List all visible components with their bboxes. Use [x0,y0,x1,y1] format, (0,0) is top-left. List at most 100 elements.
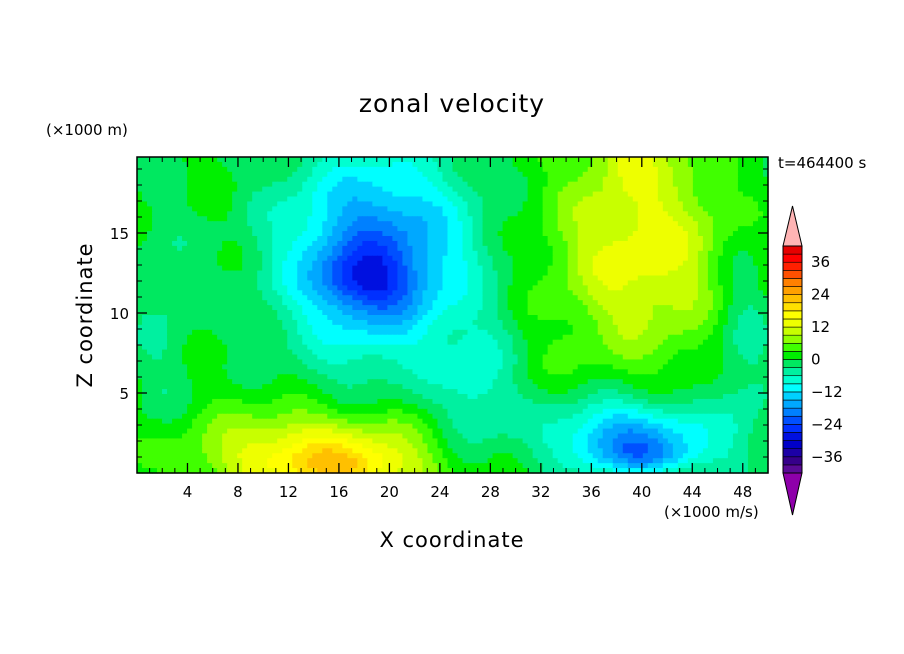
heatmap-cell [287,285,293,291]
heatmap-cell [532,334,539,341]
heatmap-cell [307,176,313,183]
heatmap-cell [437,186,444,193]
heatmap-cell [572,339,579,346]
heatmap-cell [532,339,539,346]
heatmap-cell [212,186,218,193]
heatmap-cell [422,315,429,321]
heatmap-cell [607,310,614,316]
heatmap-cell [152,300,158,306]
heatmap-cell [682,310,689,316]
heatmap-cell [697,236,704,242]
heatmap-cell [142,216,148,222]
heatmap-cell [482,305,489,311]
heatmap-cell [162,176,168,183]
heatmap-cell [157,265,163,272]
heatmap-cell [627,295,634,301]
heatmap-cell [362,226,368,232]
heatmap-cell [277,171,283,178]
heatmap-cell [752,186,759,193]
heatmap-cell [687,191,694,198]
heatmap-cell [292,280,298,286]
heatmap-cell [392,226,399,232]
heatmap-cell [277,300,283,306]
heatmap-cell [357,171,363,178]
heatmap-cell [567,339,574,346]
heatmap-cell [152,339,158,346]
heatmap-cell [707,344,714,351]
heatmap-cell [412,334,419,341]
heatmap-cell [647,226,654,232]
heatmap-cell [477,290,484,296]
heatmap-cell [637,201,644,207]
heatmap-cell [587,334,594,341]
heatmap-cell [697,201,704,207]
heatmap-cell [297,275,303,282]
heatmap-cell [212,166,218,173]
heatmap-cell [522,315,529,321]
heatmap-cell [392,255,399,262]
heatmap-cell [607,236,614,242]
heatmap-cell [327,319,333,326]
heatmap-cell [277,265,283,272]
heatmap-cell [682,295,689,301]
heatmap-cell [707,221,714,227]
heatmap-cell [497,265,504,272]
heatmap-cell [587,181,594,188]
heatmap-cell [152,324,158,331]
heatmap-cell [277,275,283,282]
heatmap-cell [237,265,243,272]
heatmap-cell [662,334,669,341]
heatmap-cell [662,275,669,282]
heatmap-cell [192,339,198,346]
heatmap-cell [732,295,739,301]
heatmap-cell [587,201,594,207]
heatmap-cell [692,206,699,212]
heatmap-cell [737,339,744,346]
heatmap-cell [627,206,634,212]
heatmap-cell [157,324,163,331]
heatmap-cell [657,231,664,237]
heatmap-cell [192,211,198,217]
heatmap-cell [702,191,709,198]
heatmap-cell [702,181,709,188]
heatmap-cell [292,305,298,311]
heatmap-cell [522,191,529,198]
heatmap-cell [657,250,664,257]
heatmap-cell [602,344,609,351]
heatmap-cell [632,315,639,321]
heatmap-cell [367,240,373,247]
heatmap-cell [432,245,439,252]
heatmap-cell [237,344,243,351]
heatmap-cell [557,265,564,272]
heatmap-cell [467,344,474,351]
heatmap-cell [252,319,258,326]
heatmap-cell [262,310,268,316]
heatmap-cell [362,186,368,193]
heatmap-cell [247,231,253,237]
heatmap-cell [322,236,328,242]
heatmap-cell [717,270,724,277]
heatmap-cell [667,196,674,203]
heatmap-cell [432,161,439,168]
heatmap-cell [562,305,569,311]
heatmap-cell [152,275,158,282]
heatmap-cell [412,231,419,237]
heatmap-cell [152,265,158,272]
heatmap-cell [507,166,514,173]
heatmap-cell [507,344,514,351]
heatmap-cell [662,339,669,346]
heatmap-cell [587,240,594,247]
heatmap-cell [267,305,273,311]
heatmap-cell [307,295,313,301]
heatmap-cell [192,305,198,311]
heatmap-cell [507,315,514,321]
heatmap-cell [672,171,679,178]
heatmap-cell [687,245,694,252]
heatmap-cell [262,349,268,356]
heatmap-cell [197,255,203,262]
heatmap-cell [552,166,559,173]
heatmap-cell [522,305,529,311]
heatmap-cell [642,186,649,193]
heatmap-cell [497,310,504,316]
heatmap-cell [212,260,218,267]
